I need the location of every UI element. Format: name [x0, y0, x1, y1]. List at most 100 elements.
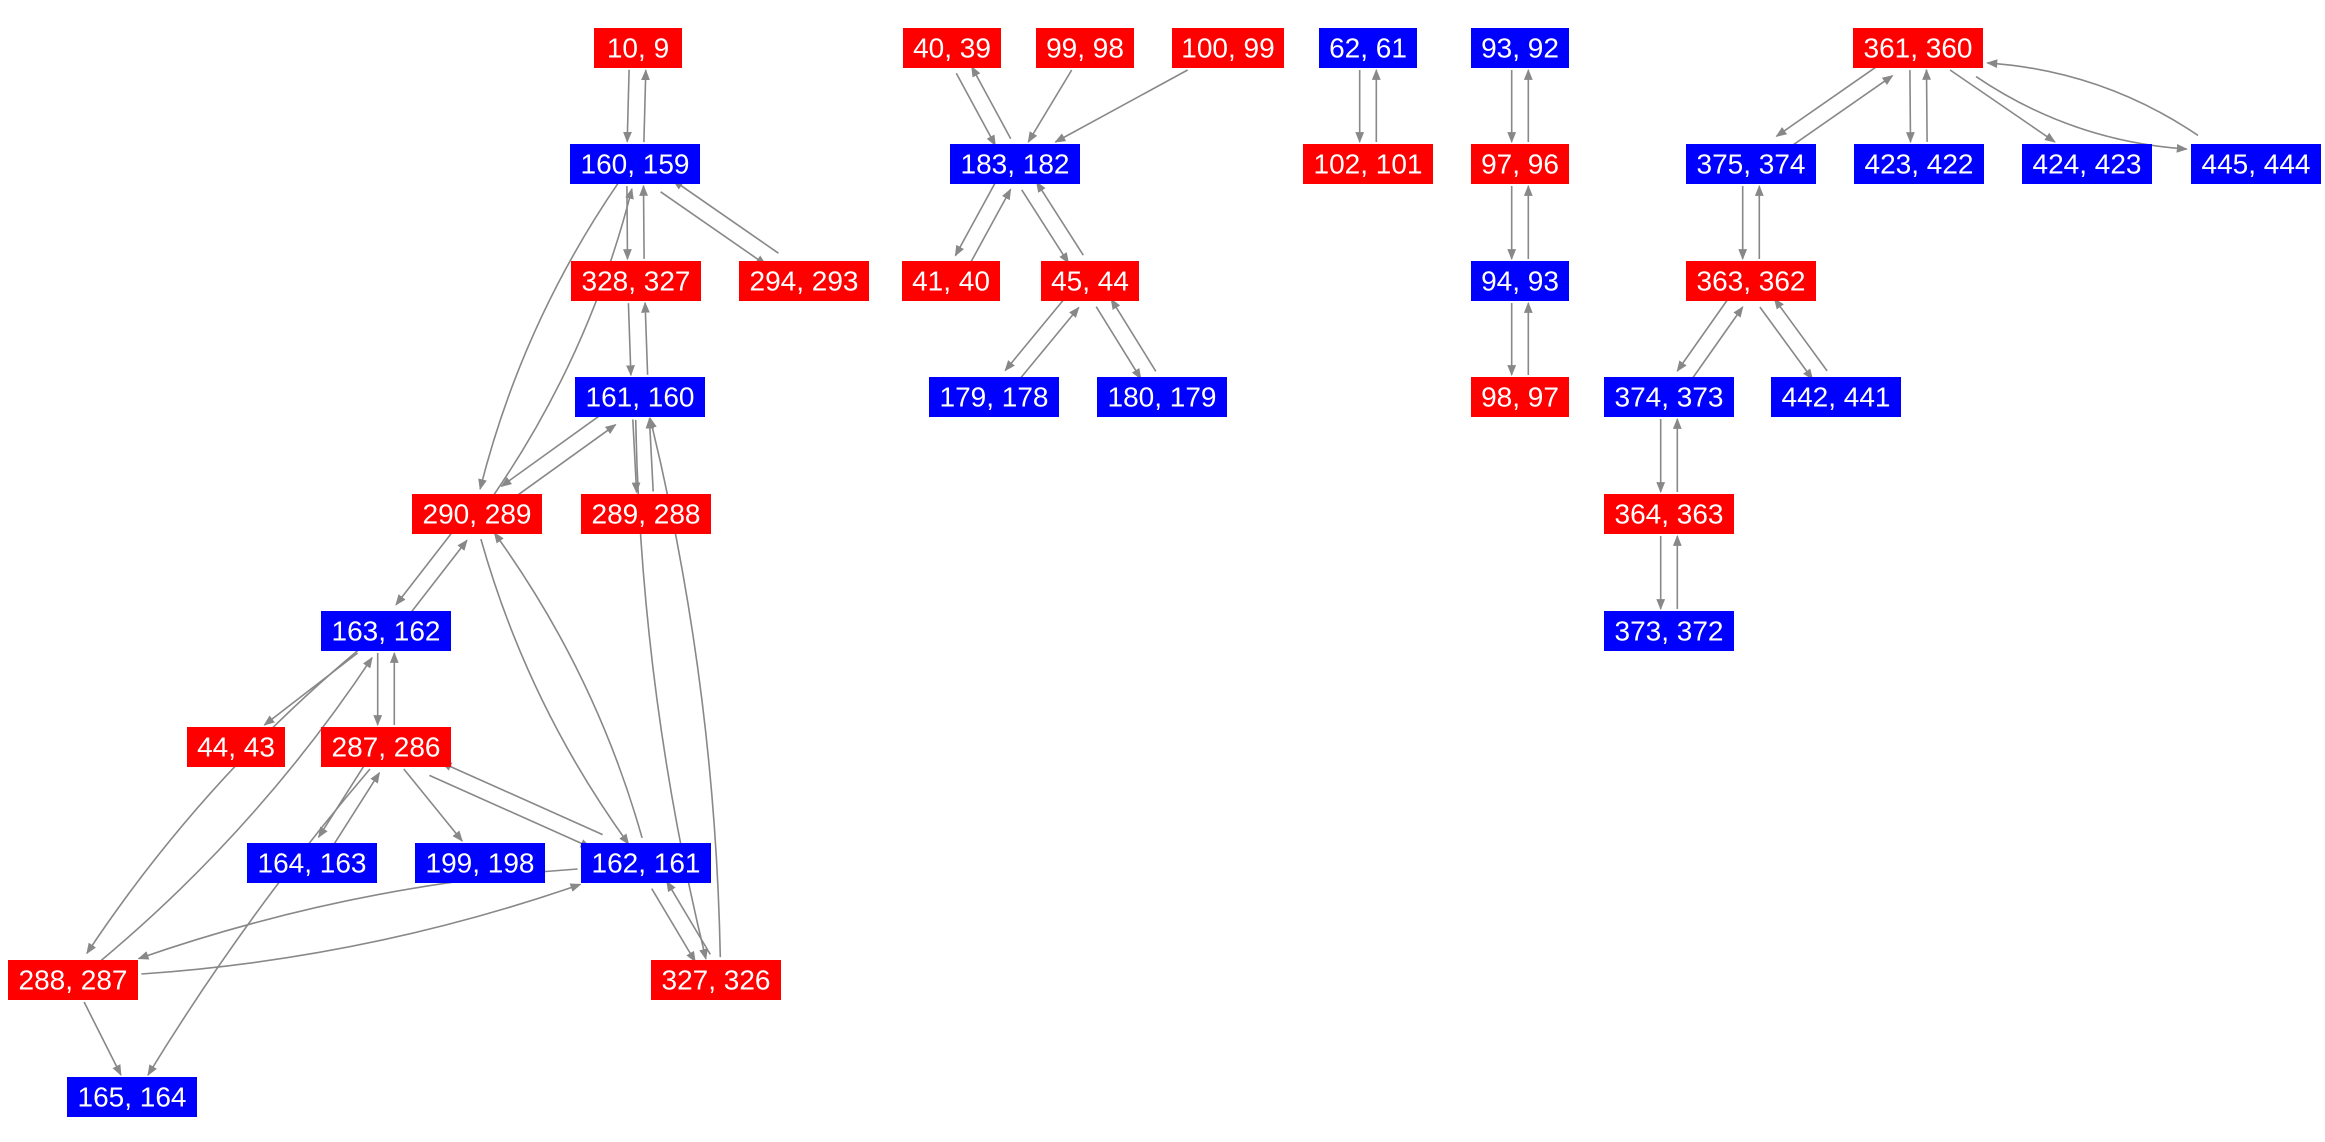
edge-n288_287-to-n165_164 [83, 1001, 122, 1076]
edge-n179_178-to-n45_44 [1018, 306, 1080, 381]
edge-n41_40-to-n183_182 [969, 188, 1012, 263]
node-label: 183, 182 [961, 149, 1070, 180]
graph-node-n99_98: 99, 98 [1036, 28, 1134, 68]
edge-n183_182-to-n40_39 [970, 65, 1012, 140]
node-box [1771, 377, 1901, 417]
edge-n363_362-to-n374_373 [1676, 298, 1729, 372]
node-box [1319, 28, 1417, 68]
node-label: 289, 288 [592, 499, 701, 530]
graph-node-n102_101: 102, 101 [1303, 144, 1433, 184]
edges-layer [83, 59, 2199, 1076]
node-label: 328, 327 [582, 266, 691, 297]
node-label: 288, 287 [19, 965, 128, 996]
edge-n45_44-to-n180_179 [1095, 306, 1142, 380]
node-box [247, 843, 377, 883]
node-label: 162, 161 [592, 848, 701, 879]
node-label: 161, 160 [586, 382, 695, 413]
edge-n363_362-to-n442_441 [1759, 306, 1814, 380]
node-box [581, 843, 711, 883]
node-box [1471, 377, 1569, 417]
node-box [570, 144, 700, 184]
graph-node-n375_374: 375, 374 [1686, 144, 1816, 184]
edge-n100_99-to-n183_182 [1054, 69, 1188, 143]
graph-node-n199_198: 199, 198 [415, 843, 545, 883]
node-box [1303, 144, 1433, 184]
edge-n163_162-to-n44_43 [263, 652, 359, 726]
graph-node-n363_362: 363, 362 [1686, 261, 1816, 301]
edge-n162_161-to-n287_286 [440, 761, 603, 836]
graph-node-n327_326: 327, 326 [651, 960, 781, 1000]
edge-n99_98-to-n183_182 [1027, 69, 1073, 143]
edge-n162_161-to-n327_326 [651, 888, 696, 963]
graph-node-n445_444: 445, 444 [2191, 144, 2321, 184]
node-label: 361, 360 [1864, 33, 1973, 64]
graph-node-n94_93: 94, 93 [1471, 261, 1569, 301]
edge-n374_373-to-n363_362 [1691, 306, 1744, 380]
graph-node-n288_287: 288, 287 [8, 960, 138, 1000]
edge-n290_289-to-n160_159 [493, 187, 634, 496]
edge-n375_374-to-n361_360 [1788, 75, 1894, 149]
graph-node-n41_40: 41, 40 [902, 261, 1000, 301]
edge-n160_159-to-n10_9 [641, 69, 650, 143]
nodes-layer: 10, 9 160, 159 328, 327 294, 293 161, 160 290… [8, 28, 2321, 1117]
node-box [929, 377, 1059, 417]
graph-node-n374_373: 374, 373 [1604, 377, 1734, 417]
edge-n287_286-to-n199_198 [403, 768, 463, 842]
graph-node-n424_423: 424, 423 [2022, 144, 2152, 184]
graph-node-n423_422: 423, 422 [1854, 144, 1984, 184]
edge-n162_161-to-n290_289 [493, 532, 643, 839]
node-box [594, 28, 682, 68]
node-label: 180, 179 [1108, 382, 1217, 413]
node-box [412, 494, 542, 534]
node-box [1604, 494, 1734, 534]
graph-node-n294_293: 294, 293 [739, 261, 869, 301]
edge-n294_293-to-n160_159 [672, 179, 779, 254]
graph-node-n328_327: 328, 327 [571, 261, 701, 301]
node-box [739, 261, 869, 301]
edge-n161_160-to-n289_288 [631, 419, 641, 494]
edge-n45_44-to-n183_182 [1035, 181, 1084, 256]
node-box [1686, 144, 1816, 184]
edge-n183_182-to-n45_44 [1021, 189, 1070, 264]
graph-node-n93_92: 93, 92 [1471, 28, 1569, 68]
edge-n442_441-to-n363_362 [1773, 298, 1828, 372]
node-label: 41, 40 [912, 266, 990, 297]
node-box [8, 960, 138, 1000]
edge-n290_289-to-n163_162 [395, 531, 454, 606]
graph-node-n97_96: 97, 96 [1471, 144, 1569, 184]
edge-n287_286-to-n164_163 [317, 764, 366, 839]
graph-node-n161_160: 161, 160 [575, 377, 705, 417]
graph-node-n442_441: 442, 441 [1771, 377, 1901, 417]
node-box [651, 960, 781, 1000]
graph-node-n364_363: 364, 363 [1604, 494, 1734, 534]
edge-n423_422-to-n361_360 [1922, 68, 1931, 142]
node-label: 294, 293 [750, 266, 859, 297]
graph-node-n289_288: 289, 288 [581, 494, 711, 534]
edge-n327_326-to-n162_161 [666, 880, 711, 955]
graph-node-n373_372: 373, 372 [1604, 611, 1734, 651]
node-label: 179, 178 [940, 382, 1049, 413]
node-label: 102, 101 [1314, 149, 1423, 180]
edge-n287_286-to-n162_161 [429, 774, 592, 849]
node-box [581, 494, 711, 534]
edge-n161_160-to-n290_289 [500, 412, 604, 487]
edge-n160_159-to-n290_289 [478, 182, 619, 491]
node-box [1097, 377, 1227, 417]
node-label: 62, 61 [1329, 33, 1407, 64]
graph-node-n160_159: 160, 159 [570, 144, 700, 184]
node-box [67, 1077, 197, 1117]
edge-n290_289-to-n162_161 [480, 538, 630, 845]
edge-n288_287-to-n162_161 [141, 883, 582, 975]
node-box [950, 144, 1080, 184]
edge-n328_327-to-n160_159 [639, 184, 648, 259]
edge-n163_162-to-n288_287 [86, 647, 362, 955]
graph-node-n100_99: 100, 99 [1172, 28, 1284, 68]
node-label: 374, 373 [1615, 382, 1724, 413]
node-label: 45, 44 [1051, 266, 1129, 297]
edge-n164_163-to-n287_286 [332, 771, 381, 846]
node-label: 363, 362 [1697, 266, 1806, 297]
graph-node-n40_39: 40, 39 [903, 28, 1001, 68]
node-label: 442, 441 [1782, 382, 1891, 413]
node-box [1853, 28, 1983, 68]
